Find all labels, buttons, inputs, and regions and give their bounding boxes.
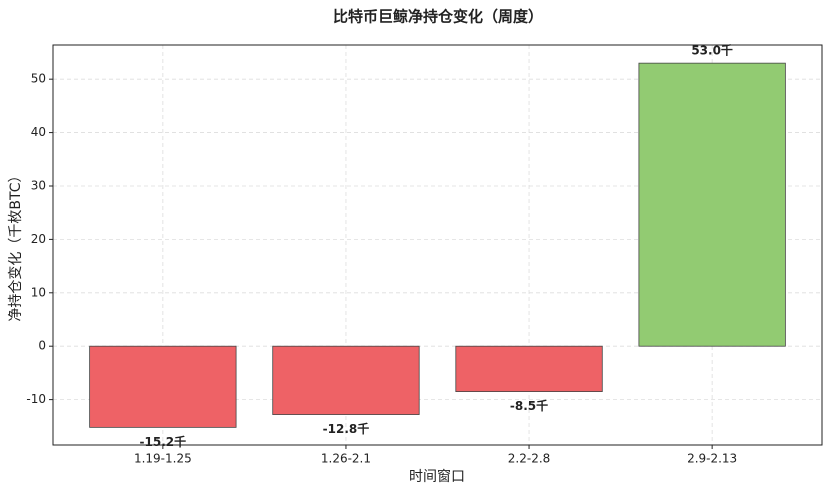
value-label: 53.0千 bbox=[691, 43, 733, 58]
y-tick-label: -10 bbox=[26, 392, 46, 406]
y-tick-label: 50 bbox=[31, 72, 46, 86]
x-tick-label: 2.9-2.13 bbox=[687, 452, 737, 466]
x-tick-label: 1.26-2.1 bbox=[321, 452, 371, 466]
y-tick-label: 20 bbox=[31, 232, 46, 246]
value-label: -15.2千 bbox=[140, 434, 187, 449]
bar bbox=[455, 345, 603, 392]
y-tick-label: 40 bbox=[31, 125, 46, 139]
value-label: -8.5千 bbox=[510, 398, 548, 413]
x-tick-label: 1.19-1.25 bbox=[134, 452, 192, 466]
y-tick-label: 10 bbox=[31, 285, 46, 299]
plot-frame bbox=[52, 44, 823, 446]
x-axis-label: 时间窗口 bbox=[409, 468, 465, 485]
chart-title: 比特币巨鲸净持仓变化（周度） bbox=[333, 8, 543, 26]
bar bbox=[638, 62, 786, 347]
bar bbox=[89, 345, 237, 428]
value-label: -12.8千 bbox=[323, 421, 370, 436]
bar bbox=[272, 345, 420, 415]
y-axis-label: 净持仓变化（千枚BTC） bbox=[8, 168, 24, 321]
x-tick-label: 2.2-2.8 bbox=[508, 452, 551, 466]
y-tick-label: 0 bbox=[38, 339, 46, 353]
y-tick-label: 30 bbox=[31, 178, 46, 192]
